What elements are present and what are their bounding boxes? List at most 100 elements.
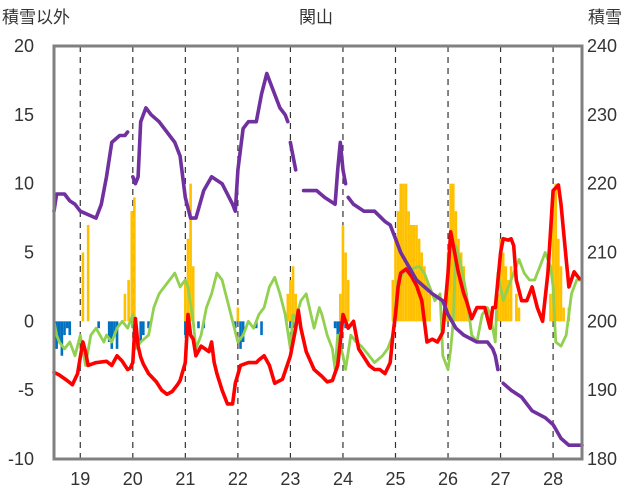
bar-0-2: [123, 293, 127, 322]
bar-1-2: [60, 321, 64, 356]
bar-0-15: [339, 293, 342, 322]
left-tick-2: 10: [14, 174, 34, 194]
line-7030a0-segment-3: [301, 140, 348, 207]
bar-0-3: [127, 280, 130, 322]
bar-0-46: [501, 252, 505, 322]
bar-1-6: [97, 321, 100, 329]
left-tick-5: -5: [18, 380, 34, 400]
bar-0-13: [291, 266, 295, 322]
bar-1-1: [57, 321, 61, 342]
x-tick-25: 25: [385, 469, 405, 489]
bar-1-26: [336, 321, 340, 336]
left-axis-label: 積雪以外: [2, 8, 70, 27]
bar-0-8: [189, 183, 192, 322]
right-tick-6: 180: [587, 449, 617, 469]
bar-0-21: [396, 211, 400, 322]
bar-1-23: [289, 321, 292, 329]
bar-0-52: [549, 293, 552, 322]
left-tick-1: 15: [14, 105, 34, 125]
bar-0-18: [346, 280, 350, 322]
vertical-gridlines: [79, 46, 554, 459]
bar-0-7: [186, 238, 190, 322]
bar-1-15: [184, 321, 187, 336]
bar-1-10: [115, 321, 119, 349]
bar-1-4: [65, 321, 69, 329]
bar-1-12: [139, 321, 142, 342]
line-7030a0-segment-4: [346, 195, 500, 372]
bar-1-18: [233, 321, 237, 329]
bar-0-6: [184, 280, 187, 322]
right-tick-0: 240: [587, 36, 617, 56]
bar-0-55: [557, 238, 560, 322]
bar-0-53: [551, 197, 555, 322]
line-7030a0-segment-1: [131, 71, 290, 220]
line-7030a0-segment-2: [288, 140, 298, 172]
line-series-group: [52, 71, 584, 448]
bar-0-32: [425, 280, 429, 322]
right-tick-4: 200: [587, 311, 617, 331]
bar-0-24: [404, 183, 408, 322]
bar-1-5: [68, 321, 72, 336]
x-tick-22: 22: [228, 469, 248, 489]
bar-1-9: [113, 321, 116, 336]
bar-0-23: [402, 183, 405, 322]
bar-1-19: [239, 321, 242, 349]
bar-0-56: [559, 266, 563, 322]
tick-labels: 20 15 10 5 0 -5 -10 240 230 220 210 200 190 180 19 20 21…: [8, 36, 617, 489]
x-tick-28: 28: [543, 469, 563, 489]
bar-0-16: [341, 224, 345, 322]
bar-0-49: [509, 266, 513, 322]
x-tick-27: 27: [491, 469, 511, 489]
bar-1-14: [147, 321, 150, 329]
bar-0-17: [344, 252, 347, 322]
bar-0-19: [391, 280, 395, 322]
bar-0-33: [428, 293, 431, 322]
x-tick-24: 24: [333, 469, 353, 489]
plot-frame: [52, 44, 584, 461]
line-7030a0-segment-5: [501, 381, 584, 448]
bar-0-50: [515, 293, 518, 322]
x-tick-23: 23: [280, 469, 300, 489]
line-7030a0-segment-0: [52, 130, 130, 220]
line-ff0000-segment-0: [52, 183, 582, 406]
bar-0-4: [130, 211, 134, 322]
bar-0-31: [423, 266, 426, 322]
chart-title: 関山: [299, 8, 333, 27]
bar-0-28: [415, 224, 418, 322]
x-tick-19: 19: [70, 469, 90, 489]
left-tick-0: 20: [14, 36, 34, 56]
bar-0-57: [562, 307, 565, 322]
bar-0-10: [236, 307, 240, 322]
bar-0-48: [507, 280, 510, 322]
right-tick-3: 210: [587, 243, 617, 263]
right-tick-5: 190: [587, 380, 617, 400]
right-axis-label: 積雪: [588, 8, 622, 27]
x-tick-26: 26: [438, 469, 458, 489]
bar-0-54: [554, 183, 558, 322]
left-tick-6: -10: [8, 449, 34, 469]
right-tick-2: 220: [587, 174, 617, 194]
left-tick-4: 0: [24, 311, 34, 331]
bar-0-9: [191, 266, 195, 322]
bar-1-13: [142, 321, 145, 336]
bar-0-20: [394, 238, 397, 322]
bar-1-8: [110, 321, 114, 349]
left-tick-3: 5: [24, 243, 34, 263]
bar-0-5: [133, 197, 136, 322]
bar-1-25: [333, 321, 337, 329]
bar-0-42: [465, 293, 468, 322]
bar-0-12: [289, 280, 292, 322]
bar-1-7: [107, 321, 111, 342]
right-tick-1: 230: [587, 105, 617, 125]
x-tick-21: 21: [175, 469, 195, 489]
bar-1-16: [197, 321, 200, 329]
bar-0-1: [86, 224, 90, 322]
bar-0-0: [81, 252, 85, 322]
bar-1-3: [63, 321, 66, 336]
x-tick-20: 20: [123, 469, 143, 489]
bar-0-14: [294, 293, 297, 322]
bar-0-51: [517, 307, 521, 322]
bar-0-11: [286, 293, 290, 322]
